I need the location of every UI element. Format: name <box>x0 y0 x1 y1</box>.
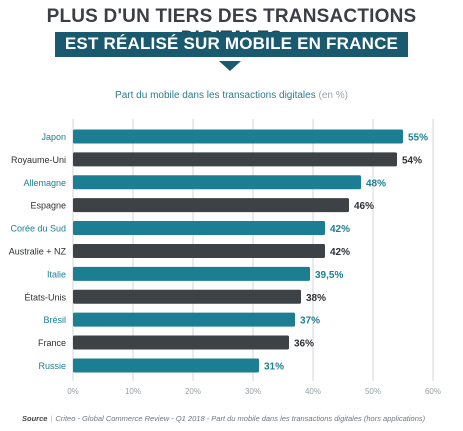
source-label: Source <box>22 414 48 423</box>
source-note: Source | Criteo - Global Commerce Review -… <box>22 414 426 423</box>
x-tick-label: 0% <box>67 387 79 396</box>
category-label: Allemagne <box>23 178 66 188</box>
bar <box>73 152 397 167</box>
data-label: 38% <box>306 293 326 304</box>
data-label: 36% <box>294 339 314 350</box>
x-tick-label: 30% <box>245 387 261 396</box>
bar <box>73 266 310 281</box>
bar <box>73 175 361 190</box>
data-label: 54% <box>402 155 422 166</box>
category-label: France <box>38 338 66 348</box>
data-label: 48% <box>366 178 386 189</box>
down-triangle-icon <box>219 61 241 71</box>
data-label: 31% <box>264 361 284 372</box>
category-label: Russie <box>38 361 66 371</box>
x-tick-label: 20% <box>185 387 201 396</box>
category-label: Brésil <box>43 315 66 325</box>
bar <box>73 312 295 327</box>
x-tick-label: 60% <box>425 387 441 396</box>
x-tick-label: 10% <box>125 387 141 396</box>
bar <box>73 358 259 373</box>
chart-headline-line2: EST RÉALISÉ SUR MOBILE EN FRANCE <box>54 32 409 57</box>
data-label: 39,5% <box>315 270 343 281</box>
x-tick-label: 40% <box>305 387 321 396</box>
data-label: 42% <box>330 247 350 258</box>
category-label: Japon <box>41 132 66 142</box>
chart-title-unit: (en %) <box>318 90 348 101</box>
category-label: États-Unis <box>24 292 66 302</box>
bar <box>73 221 325 236</box>
data-label: 37% <box>300 316 320 327</box>
data-label: 46% <box>354 201 374 212</box>
category-label: Italie <box>47 269 66 279</box>
category-label: Australie + NZ <box>9 246 67 256</box>
chart-title-text: Part du mobile dans les transactions dig… <box>115 90 316 101</box>
data-label: 55% <box>408 132 428 143</box>
source-text: Criteo - Global Commerce Review - Q1 201… <box>55 414 426 423</box>
data-label: 42% <box>330 224 350 235</box>
bar <box>73 198 349 213</box>
bar <box>73 289 301 304</box>
category-label: Espagne <box>30 201 66 211</box>
category-label: Royaume-Uni <box>11 155 66 165</box>
chart-title: Part du mobile dans les transactions dig… <box>0 90 463 101</box>
bar <box>73 243 325 258</box>
bar <box>73 129 403 144</box>
category-label: Corée du Sud <box>10 224 66 234</box>
bar <box>73 335 289 350</box>
x-tick-label: 50% <box>365 387 381 396</box>
